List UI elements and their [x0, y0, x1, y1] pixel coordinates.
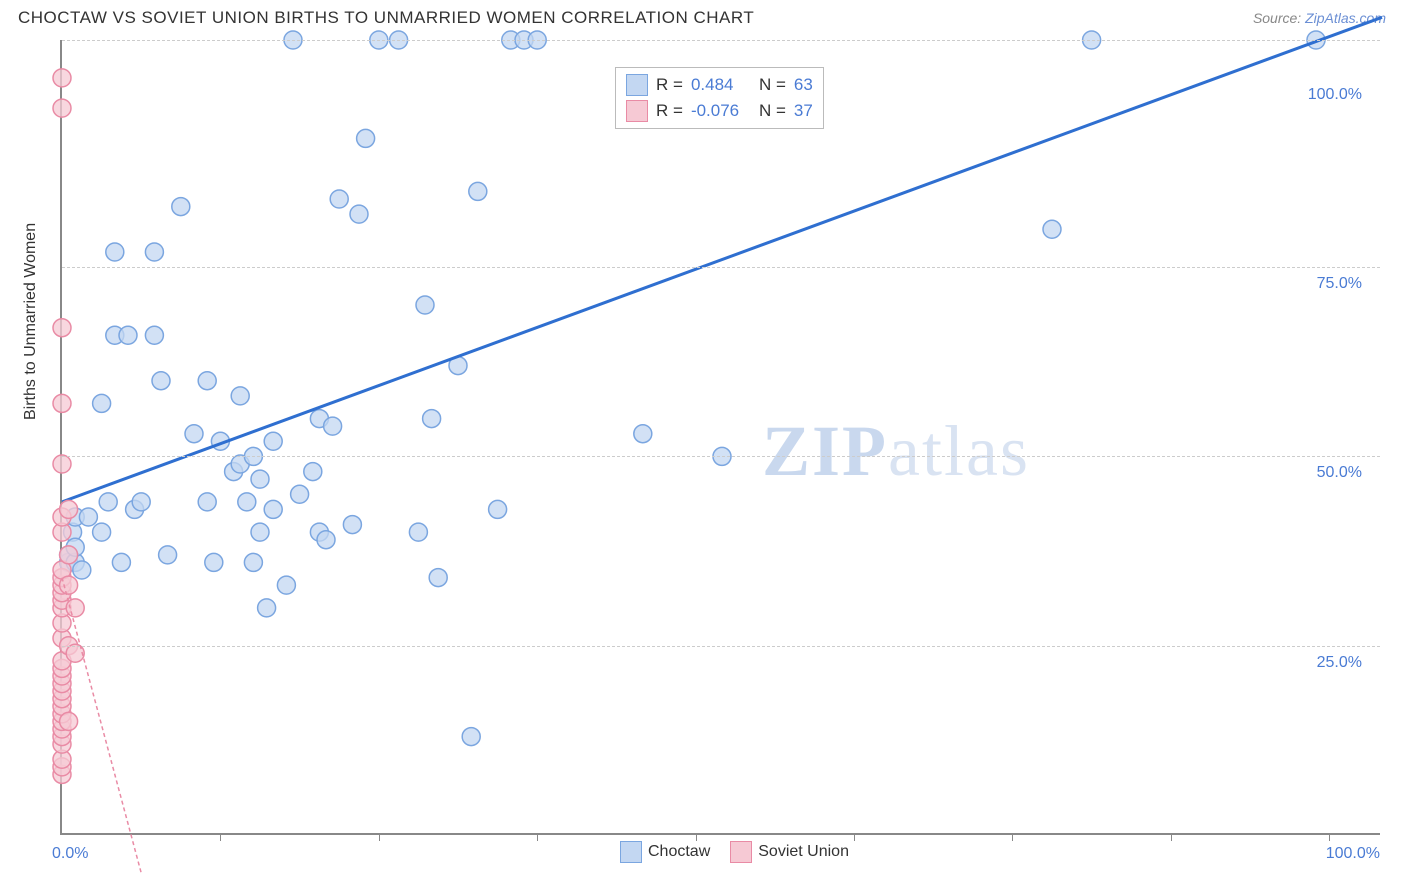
- data-point: [330, 190, 348, 208]
- gridline: [62, 456, 1380, 457]
- data-point: [1043, 220, 1061, 238]
- data-point: [53, 319, 71, 337]
- legend-swatch: [626, 74, 648, 96]
- data-point: [429, 569, 447, 587]
- data-point: [317, 531, 335, 549]
- y-tick-label: 25.0%: [1317, 654, 1362, 672]
- data-point: [238, 493, 256, 511]
- data-point: [93, 394, 111, 412]
- gridline: [62, 40, 1380, 41]
- r-value: 0.484: [691, 75, 751, 95]
- data-point: [198, 372, 216, 390]
- data-point: [264, 432, 282, 450]
- data-point: [264, 500, 282, 518]
- x-tick-label: 100.0%: [1326, 845, 1380, 863]
- r-label: R =: [656, 101, 683, 121]
- data-point: [423, 410, 441, 428]
- y-axis-label: Births to Unmarried Women: [22, 223, 40, 420]
- data-point: [251, 523, 269, 541]
- data-point: [99, 493, 117, 511]
- data-point: [462, 728, 480, 746]
- n-label: N =: [759, 101, 786, 121]
- data-point: [343, 516, 361, 534]
- y-tick-label: 75.0%: [1317, 275, 1362, 293]
- legend-row: R = 0.484 N = 63: [626, 72, 813, 98]
- legend-swatch: [730, 841, 752, 863]
- gridline: [62, 646, 1380, 647]
- data-point: [119, 326, 137, 344]
- data-point: [231, 387, 249, 405]
- data-point: [73, 561, 91, 579]
- data-point: [634, 425, 652, 443]
- series-legend-item: Choctaw: [620, 841, 710, 863]
- legend-swatch: [620, 841, 642, 863]
- data-point: [324, 417, 342, 435]
- r-value: -0.076: [691, 101, 751, 121]
- series-legend: Choctaw Soviet Union: [620, 841, 849, 863]
- series-name: Soviet Union: [758, 843, 849, 861]
- scatter-plot-svg: [62, 40, 1380, 833]
- data-point: [53, 69, 71, 87]
- data-point: [53, 455, 71, 473]
- data-point: [198, 493, 216, 511]
- source-prefix: Source:: [1253, 10, 1305, 26]
- chart-title: CHOCTAW VS SOVIET UNION BIRTHS TO UNMARR…: [18, 8, 754, 28]
- legend-swatch: [626, 100, 648, 122]
- x-tick: [1012, 833, 1013, 841]
- data-point: [159, 546, 177, 564]
- x-tick: [537, 833, 538, 841]
- data-point: [416, 296, 434, 314]
- gridline: [62, 267, 1380, 268]
- source-link[interactable]: ZipAtlas.com: [1305, 10, 1386, 26]
- data-point: [106, 243, 124, 261]
- data-point: [132, 493, 150, 511]
- data-point: [60, 712, 78, 730]
- data-point: [145, 243, 163, 261]
- data-point: [469, 182, 487, 200]
- r-label: R =: [656, 75, 683, 95]
- data-point: [60, 546, 78, 564]
- data-point: [172, 198, 190, 216]
- data-point: [53, 394, 71, 412]
- data-point: [350, 205, 368, 223]
- x-tick: [220, 833, 221, 841]
- chart-area: ZIPatlas 25.0%50.0%75.0%100.0%0.0%100.0%: [60, 40, 1380, 835]
- x-tick: [854, 833, 855, 841]
- series-name: Choctaw: [648, 843, 710, 861]
- correlation-legend: R = 0.484 N = 63 R = -0.076 N = 37: [615, 67, 824, 129]
- plot-area: ZIPatlas 25.0%50.0%75.0%100.0%0.0%100.0%: [60, 40, 1380, 835]
- data-point: [66, 644, 84, 662]
- data-point: [291, 485, 309, 503]
- data-point: [304, 463, 322, 481]
- n-value: 37: [794, 101, 813, 121]
- data-point: [152, 372, 170, 390]
- y-tick-label: 50.0%: [1317, 464, 1362, 482]
- data-point: [244, 553, 262, 571]
- x-tick: [1329, 833, 1330, 841]
- series-legend-item: Soviet Union: [730, 841, 849, 863]
- data-point: [145, 326, 163, 344]
- data-point: [409, 523, 427, 541]
- data-point: [357, 129, 375, 147]
- data-point: [258, 599, 276, 617]
- data-point: [112, 553, 130, 571]
- data-point: [60, 500, 78, 518]
- y-tick-label: 100.0%: [1308, 86, 1362, 104]
- data-point: [251, 470, 269, 488]
- n-value: 63: [794, 75, 813, 95]
- data-point: [53, 99, 71, 117]
- n-label: N =: [759, 75, 786, 95]
- data-point: [489, 500, 507, 518]
- x-tick: [696, 833, 697, 841]
- data-point: [93, 523, 111, 541]
- legend-row: R = -0.076 N = 37: [626, 98, 813, 124]
- data-point: [277, 576, 295, 594]
- data-point: [205, 553, 223, 571]
- data-point: [79, 508, 97, 526]
- data-point: [185, 425, 203, 443]
- x-tick-label: 0.0%: [52, 845, 88, 863]
- x-tick: [379, 833, 380, 841]
- x-tick: [1171, 833, 1172, 841]
